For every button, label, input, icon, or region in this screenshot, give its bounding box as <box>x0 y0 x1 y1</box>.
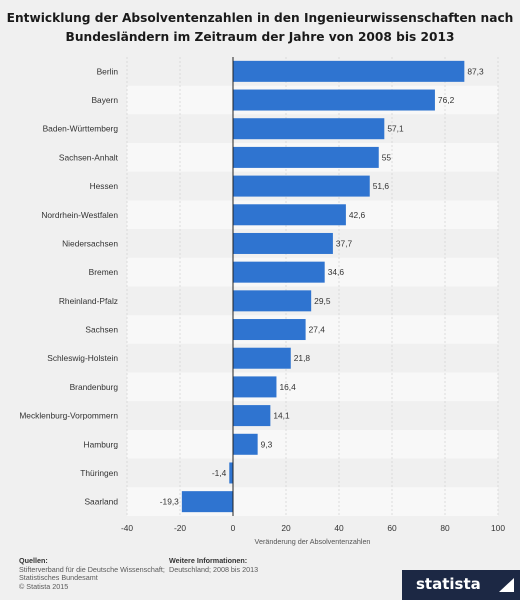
category-label: Baden-Württemberg <box>43 124 119 134</box>
category-label: Berlin <box>97 66 119 76</box>
bar <box>233 376 277 398</box>
value-label: 29,5 <box>314 296 331 306</box>
value-label: 27,4 <box>309 325 326 335</box>
bar <box>233 290 312 312</box>
x-tick-label: 60 <box>387 523 397 533</box>
bar <box>233 232 333 254</box>
bar <box>233 347 291 369</box>
row-band <box>127 458 498 488</box>
value-label: 16,4 <box>279 382 296 392</box>
value-label: 57,1 <box>387 124 404 134</box>
row-band <box>127 286 498 316</box>
sources-line-1: Stifterverband für die Deutsche Wissensc… <box>19 564 165 574</box>
x-tick-label: 40 <box>334 523 344 533</box>
x-tick-label: 100 <box>491 523 505 533</box>
bar <box>233 433 258 455</box>
bar <box>233 60 465 82</box>
sources-line-3: © Statista 2015 <box>19 581 69 591</box>
value-label: 21,8 <box>294 353 311 363</box>
value-label: 76,2 <box>438 95 455 105</box>
value-label: -19,3 <box>160 497 179 507</box>
statista-wordmark: statista <box>416 575 481 593</box>
chart-title-line-2: Bundesländern im Zeitraum der Jahre von … <box>65 30 455 44</box>
bar <box>229 462 233 484</box>
bar <box>233 118 385 140</box>
category-label: Saarland <box>84 497 118 507</box>
chart-title: Entwicklung der Absolventenzahlen in den… <box>0 9 520 47</box>
row-band <box>127 343 498 373</box>
category-label: Niedersachsen <box>62 238 118 248</box>
bar <box>233 319 306 341</box>
category-label: Nordrhein-Westfalen <box>41 210 118 220</box>
bar <box>233 204 346 226</box>
sources-block: Quellen: Stifterverband für die Deutsche… <box>19 556 165 591</box>
value-label: 37,7 <box>336 238 353 248</box>
value-label: 42,6 <box>349 210 366 220</box>
category-label: Hamburg <box>84 439 119 449</box>
info-block: Weitere Informationen: Deutschland; 2008… <box>169 556 259 574</box>
bar <box>233 146 379 168</box>
value-label: 9,3 <box>261 439 273 449</box>
info-line-1: Deutschland; 2008 bis 2013 <box>169 564 259 574</box>
category-label: Mecklenburg-Vorpommern <box>19 411 118 421</box>
statista-arrow-icon <box>499 578 514 592</box>
x-tick-label: 20 <box>281 523 291 533</box>
x-axis-title: Veränderung der Absolventenzahlen <box>255 537 371 546</box>
value-label: 87,3 <box>467 66 484 76</box>
row-band <box>127 315 498 344</box>
sources-heading: Quellen: <box>19 556 48 565</box>
value-label: 34,6 <box>328 267 345 277</box>
value-label: 55 <box>382 152 392 162</box>
value-label: 51,6 <box>373 181 390 191</box>
category-label: Sachsen-Anhalt <box>59 152 119 162</box>
statista-logo[interactable]: statista <box>402 570 520 600</box>
category-label: Thüringen <box>80 468 118 478</box>
category-label: Schleswig-Holstein <box>47 353 118 363</box>
bar <box>181 491 233 513</box>
value-label: -1,4 <box>212 468 227 478</box>
category-label: Brandenburg <box>70 382 119 392</box>
category-label: Bremen <box>89 267 119 277</box>
row-band <box>127 429 498 459</box>
row-band <box>127 372 498 402</box>
x-tick-label: 80 <box>440 523 450 533</box>
bar <box>233 261 325 283</box>
value-label: 14,1 <box>273 411 290 421</box>
bar <box>233 89 435 111</box>
bar <box>233 175 370 197</box>
bar-chart: Berlin 87,3 Bayern 76,2 Baden-Württemberg 57,… <box>19 57 505 546</box>
sources-line-2: Statistisches Bundesamt <box>19 573 98 583</box>
category-label: Rheinland-Pfalz <box>59 296 118 306</box>
category-label: Sachsen <box>85 325 118 335</box>
x-tick-label: 0 <box>231 523 236 533</box>
row-band <box>127 401 498 430</box>
category-label: Hessen <box>90 181 119 191</box>
x-tick-label: -20 <box>174 523 186 533</box>
x-tick-label: -40 <box>121 523 133 533</box>
chart-title-line-1: Entwicklung der Absolventenzahlen in den… <box>6 11 514 25</box>
category-label: Bayern <box>91 95 118 105</box>
bar <box>233 405 271 427</box>
info-heading: Weitere Informationen: <box>169 556 248 565</box>
